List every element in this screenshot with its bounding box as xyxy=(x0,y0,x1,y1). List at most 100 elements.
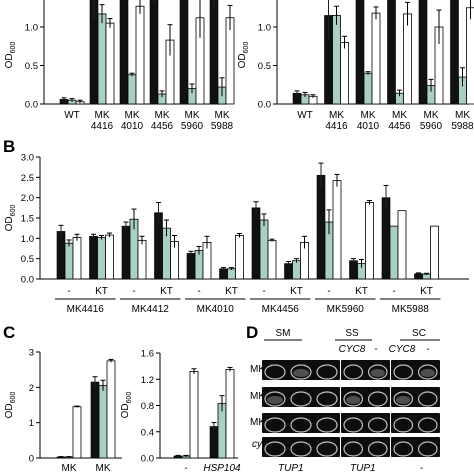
bar-black xyxy=(179,0,189,105)
bar-black xyxy=(418,0,428,105)
x-tick-label: WT xyxy=(64,110,80,121)
x-tick-label: - xyxy=(392,286,395,297)
x-tick-label: KT xyxy=(290,286,303,297)
y-axis-label: OD600 xyxy=(4,42,17,69)
bar-white xyxy=(403,13,412,105)
bar-teal xyxy=(64,242,74,280)
x-tick-label: 5960 xyxy=(420,121,443,132)
y-tick-label: 0.0 xyxy=(25,100,38,111)
bar-black xyxy=(355,0,365,105)
gel-strip xyxy=(341,413,390,433)
bar-white xyxy=(72,237,82,280)
bar-white xyxy=(135,5,145,105)
gel-strip xyxy=(341,360,390,380)
bar-white xyxy=(105,234,114,280)
bar-white xyxy=(235,235,244,280)
gel-strip xyxy=(391,413,440,433)
bar-teal xyxy=(97,13,107,105)
x-tick-label: KT xyxy=(160,286,173,297)
panel-label-b: B xyxy=(3,137,15,156)
x-tick-label: MK xyxy=(392,110,407,121)
gel-well xyxy=(417,417,438,433)
bar-black xyxy=(349,260,358,280)
bottom-label-tup1-b: TUP1 xyxy=(350,463,376,474)
y-axis-label-main: OD xyxy=(4,403,15,418)
x-tick-label: 4416 xyxy=(91,121,114,132)
bar-white xyxy=(105,22,115,105)
col-header-sc: SC xyxy=(412,328,426,339)
gel-well xyxy=(393,364,414,380)
bar-teal xyxy=(227,268,236,280)
x-tick-label: KT xyxy=(225,286,238,297)
gel-well xyxy=(316,417,338,433)
y-axis-label-main: OD xyxy=(4,53,15,68)
x-tick-label: MK xyxy=(155,110,170,121)
bar-white xyxy=(397,210,407,280)
y-tick-label: 2 xyxy=(29,383,34,394)
y-tick-label: 0.5 xyxy=(21,254,34,265)
bar-white xyxy=(189,370,199,459)
bar-teal xyxy=(363,72,373,105)
group-label: MK4010 xyxy=(197,304,235,315)
y-tick-label: 1.5 xyxy=(21,214,34,225)
group-label: MK4416 xyxy=(67,304,105,315)
x-tick-label: 4010 xyxy=(357,121,380,132)
bottom-label-tup1-a: TUP1 xyxy=(278,463,304,474)
y-tick-label: 0.8 xyxy=(141,401,154,412)
panel-d-photo: SM SS SC CYC8 - CYC8 - MK4416 MK4010 MK4… xyxy=(250,328,440,474)
x-tick-label: 5988 xyxy=(211,121,234,132)
x-tick-label: - xyxy=(67,286,70,297)
chart-b: 0.0 0.5 1.0 1.5 2.0 2.5 3.0 OD600 - KT - KT - KT - KT - K… xyxy=(4,153,469,315)
gel-well xyxy=(316,441,338,457)
gel-well xyxy=(367,441,388,457)
gel-well xyxy=(367,391,388,407)
group-label: MK5988 xyxy=(392,304,430,315)
bar-white xyxy=(106,360,116,459)
gel-sediment xyxy=(267,396,283,404)
gel-well xyxy=(417,364,438,380)
bar-black xyxy=(284,263,293,280)
y-tick-label: 2.0 xyxy=(21,193,34,204)
x-tick-label: WT xyxy=(297,110,313,121)
subheader-cyc8-ss: CYC8 xyxy=(339,344,366,355)
y-tick-label: 0.0 xyxy=(258,100,271,111)
gel-strip xyxy=(262,437,340,457)
gel-strip xyxy=(391,360,440,380)
gel-strip xyxy=(391,437,440,457)
x-tick-label: MK xyxy=(329,110,344,121)
bar-black xyxy=(387,0,396,105)
y-axis-label-main: OD xyxy=(120,403,131,418)
x-tick-label: MK xyxy=(361,110,376,121)
y-tick-label: 1.0 xyxy=(25,23,38,34)
gel-well xyxy=(290,417,312,433)
gel-sediment xyxy=(370,369,385,377)
y-axis-label-sub: 600 xyxy=(10,205,17,217)
gel-well xyxy=(343,364,364,380)
bar-teal xyxy=(292,260,301,280)
bar-black xyxy=(90,381,100,459)
gel-well xyxy=(290,441,312,457)
gel-well xyxy=(264,417,286,433)
gel-well xyxy=(316,391,338,407)
y-tick-label: 0.5 xyxy=(258,61,271,72)
gel-well xyxy=(264,391,286,407)
x-tick-label: 4416 xyxy=(325,121,348,132)
gel-strips xyxy=(262,360,440,457)
bar-white xyxy=(365,202,374,280)
bar-white xyxy=(371,12,381,105)
x-tick-label: 4456 xyxy=(151,121,174,132)
bar-teal xyxy=(127,74,137,105)
x-tick-label: 4010 xyxy=(121,121,144,132)
bar-teal xyxy=(97,237,106,280)
y-axis-label-main: OD xyxy=(4,216,15,231)
x-tick-label: MK xyxy=(215,110,230,121)
x-tick-label: KT xyxy=(95,286,108,297)
gel-well xyxy=(343,391,364,407)
group-label: MK4412 xyxy=(132,304,170,315)
gel-well xyxy=(417,391,438,407)
x-tick-label: MK xyxy=(125,110,140,121)
y-tick-label: 0.4 xyxy=(141,427,154,438)
